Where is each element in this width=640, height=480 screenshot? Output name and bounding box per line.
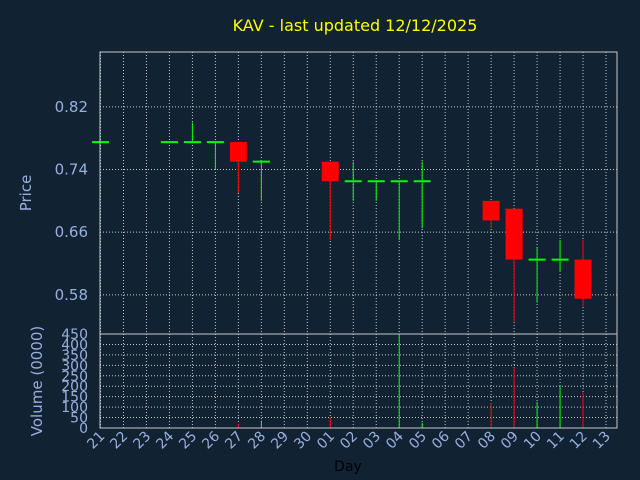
candle-25	[183, 122, 201, 144]
volume-panel-frame	[99, 333, 618, 429]
candle-body	[574, 259, 592, 299]
candle-12	[574, 240, 592, 307]
candle-03	[367, 180, 385, 201]
candle-body	[505, 208, 523, 260]
candle-28	[252, 160, 270, 201]
volume-tick-label: 300	[61, 358, 88, 374]
volume-tick-label: 250	[61, 369, 88, 385]
volume-axis-label: Volume (0000)	[28, 326, 46, 436]
candle-09	[505, 208, 523, 323]
candle-11	[551, 240, 569, 272]
candle-26	[206, 141, 224, 170]
candle-01	[321, 161, 339, 240]
candle-27	[229, 142, 247, 193]
price-tick-labels: 0.82 0.74 0.66 0.58	[55, 98, 88, 304]
volume-tick-label: 200	[61, 379, 88, 395]
candle-05	[413, 161, 431, 229]
candle-02	[344, 161, 362, 201]
price-tick-label: 0.58	[55, 286, 88, 304]
volume-tick-label: 50	[70, 411, 88, 427]
candle-body	[229, 142, 247, 162]
volume-tick-label: 150	[61, 390, 88, 406]
price-axis-label: Price	[17, 175, 35, 212]
price-tick-label: 0.82	[55, 98, 88, 116]
x-axis-label: Day	[334, 459, 362, 475]
candle-04	[390, 180, 408, 240]
volume-tick-label: 400	[61, 337, 88, 353]
chart-title: KAV - last updated 12/12/2025	[233, 16, 478, 35]
candle-08	[482, 200, 500, 229]
candle-body	[321, 161, 339, 182]
volume-tick-label: 0	[79, 421, 88, 437]
volume-tick-label: 350	[61, 348, 88, 364]
price-tick-label: 0.74	[55, 161, 88, 179]
day-tick-labels: 21 22 23 24 25 26 27 28 29 30 01 02 03 04 05 06 07 08 09 10…	[84, 428, 613, 452]
volume-series	[237, 334, 584, 428]
candlestick-series	[92, 122, 592, 323]
candle-10	[528, 247, 546, 303]
price-tick-label: 0.66	[55, 223, 88, 241]
candle-body	[482, 200, 500, 221]
volume-tick-label: 450	[61, 327, 88, 343]
volume-tick-label: 100	[61, 400, 88, 416]
